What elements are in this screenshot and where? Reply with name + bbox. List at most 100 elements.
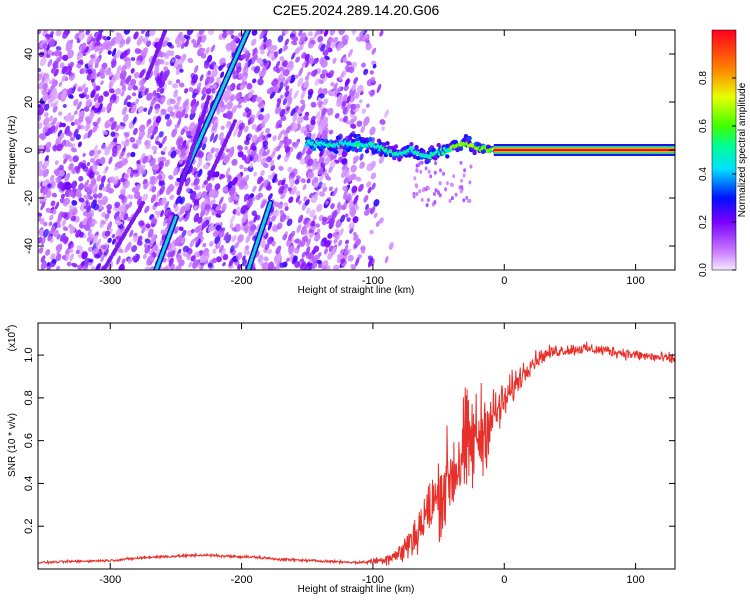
noise-speckle (311, 158, 318, 168)
noise-speckle (78, 183, 84, 191)
noise-speckle (328, 129, 334, 135)
noise-speckle (201, 143, 207, 151)
snr-frame (37, 322, 676, 570)
noise-speckle (38, 116, 42, 122)
noise-speckle (202, 251, 209, 256)
noise-speckle (111, 48, 117, 57)
noise-speckle (97, 95, 104, 104)
noise-speckle (133, 72, 140, 79)
noise-speckle (133, 172, 139, 178)
noise-speckle (92, 235, 98, 245)
noise-speckle (258, 70, 265, 78)
noise-speckle (213, 230, 219, 236)
noise-speckle (286, 106, 291, 112)
noise-speckle (162, 218, 168, 227)
noise-speckle (90, 265, 96, 270)
noise-speckle (96, 72, 101, 77)
noise-speckle (94, 57, 101, 66)
noise-speckle (251, 197, 256, 202)
noise-speckle (279, 94, 284, 99)
noise-speckle (62, 201, 68, 207)
noise-speckle (184, 113, 189, 119)
noise-speckle (51, 181, 56, 189)
noise-speckle (43, 111, 48, 118)
noise-speckle (250, 141, 255, 151)
noise-speckle (257, 176, 263, 185)
noise-speckle (49, 115, 54, 122)
noise-speckle (256, 96, 263, 103)
noise-speckle (296, 224, 302, 234)
carrier-tail (424, 166, 428, 171)
noise-speckle (67, 87, 74, 96)
noise-speckle (300, 178, 306, 184)
colorbar-tick-label: 0.2 (698, 215, 709, 229)
noise-speckle (248, 228, 255, 237)
noise-speckle (239, 84, 245, 90)
noise-speckle (174, 226, 179, 234)
noise-speckle (50, 200, 56, 207)
noise-speckle (226, 30, 231, 36)
snr-ytick-label: 0.8 (23, 390, 35, 405)
noise-speckle (322, 49, 329, 56)
carrier-halo (364, 149, 370, 154)
noise-speckle (222, 186, 229, 192)
noise-speckle (161, 73, 168, 82)
noise-speckle (123, 97, 128, 106)
noise-speckle (346, 217, 351, 222)
noise-speckle (93, 144, 98, 153)
carrier-tail (459, 189, 463, 194)
noise-speckle (91, 219, 98, 225)
spec-xtick-label: 0 (501, 275, 507, 287)
snr-ytick-label: 0.4 (23, 476, 35, 491)
noise-speckle (275, 60, 281, 69)
noise-speckle (73, 128, 79, 138)
noise-speckle (242, 112, 248, 117)
noise-speckle (243, 62, 249, 71)
noise-speckle (273, 201, 280, 208)
noise-speckle (126, 95, 132, 100)
noise-speckle (71, 143, 76, 149)
noise-speckle (184, 177, 191, 187)
noise-speckle (212, 83, 217, 90)
noise-speckle (232, 70, 239, 80)
noise-speckle (169, 263, 175, 270)
noise-speckle (102, 186, 107, 192)
noise-speckle (304, 53, 310, 62)
noise-speckle (324, 55, 330, 61)
noise-speckle (189, 238, 195, 248)
noise-speckle (344, 213, 349, 218)
noise-speckle (129, 229, 134, 238)
noise-speckle (211, 68, 218, 78)
noise-speckle (155, 115, 162, 124)
noise-speckle (248, 220, 254, 226)
noise-speckle (341, 158, 348, 165)
noise-speckle (310, 220, 316, 227)
carrier-halo (368, 136, 373, 142)
noise-speckle (244, 107, 250, 113)
noise-speckle (260, 170, 265, 177)
noise-speckle (245, 52, 251, 62)
noise-speckle (278, 185, 285, 195)
noise-speckle (175, 265, 182, 270)
noise-speckle (69, 226, 76, 234)
noise-speckle (40, 255, 46, 263)
noise-speckle (299, 240, 306, 246)
noise-speckle (359, 30, 364, 37)
noise-speckle (178, 217, 183, 222)
noise-speckle (131, 245, 138, 253)
noise-speckle (308, 232, 313, 238)
noise-speckle (204, 204, 211, 210)
noise-speckle (48, 39, 56, 48)
noise-speckle (190, 228, 195, 234)
noise-speckle (152, 93, 158, 101)
noise-speckle (62, 33, 67, 39)
noise-speckle (263, 145, 269, 150)
noise-speckle (130, 67, 135, 74)
noise-speckle (180, 128, 185, 136)
noise-speckle (162, 39, 168, 48)
noise-speckle (108, 176, 116, 184)
noise-speckle (138, 130, 146, 139)
noise-speckle (101, 62, 108, 70)
noise-speckle (337, 204, 343, 211)
noise-speckle (71, 200, 78, 206)
